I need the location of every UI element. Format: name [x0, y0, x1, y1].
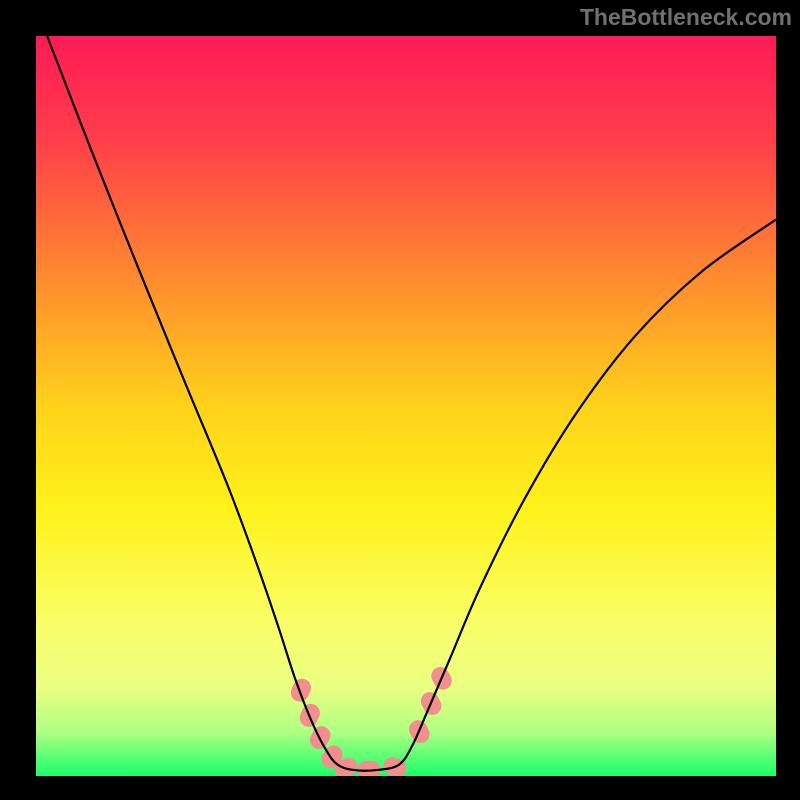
chart-plot-area	[36, 36, 776, 776]
marker-point	[357, 761, 380, 776]
markers-group	[288, 664, 455, 776]
watermark-text: TheBottleneck.com	[580, 4, 792, 31]
curve-layer	[36, 36, 776, 776]
v-curve-line	[47, 36, 776, 771]
marker-point	[288, 676, 314, 705]
plot-inner	[36, 36, 776, 776]
